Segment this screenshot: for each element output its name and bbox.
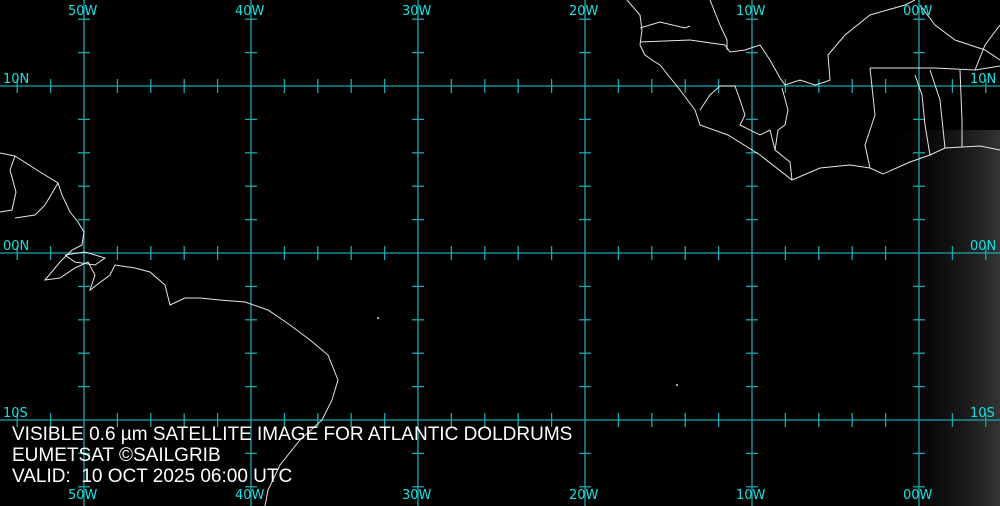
latitude-label-right: 00N [970,239,997,254]
africa-border [914,74,931,156]
africa-border [827,0,916,81]
latitude-label-left: 00N [3,239,30,254]
africa-border [709,0,728,50]
africa-border [864,67,876,169]
africa-border [774,87,793,181]
africa-border [959,69,963,147]
guiana-border [0,155,17,213]
africa-border [929,69,946,149]
south-america-coast [0,152,339,506]
longitude-label-bottom: 30W [402,488,432,503]
africa-border [919,4,1000,61]
amazon-island [64,251,107,266]
island [377,317,379,319]
latitude-label-right: 10S [970,406,995,421]
latitude-label-left: 10S [3,406,28,421]
longitude-label-bottom: 20W [569,488,599,503]
caption-title: VISIBLE 0.6 µm SATELLITE IMAGE FOR ATLAN… [12,424,573,445]
longitude-label-bottom: 40W [235,488,265,503]
longitude-label-top: 20W [569,4,599,19]
latitude-label-right: 10N [970,72,997,87]
longitude-label-top: 50W [68,4,98,19]
longitude-label-bottom: 50W [68,488,98,503]
latitude-label-left: 10N [3,72,30,87]
longitude-label-top: 00W [903,4,933,19]
africa-border [639,21,691,29]
longitude-label-bottom: 00W [903,488,933,503]
africa-border [870,65,1000,71]
cloud-cover [880,130,1000,506]
africa-border [974,24,1000,71]
longitude-label-bottom: 10W [736,488,766,503]
africa-border [639,39,831,86]
longitude-label-top: 10W [736,4,766,19]
longitude-label-top: 30W [402,4,432,19]
caption-source: EUMETSAT ©SAILGRIB [12,445,221,466]
island [676,384,678,386]
africa-coast [626,0,1000,181]
guiana-border-2 [14,182,59,219]
caption-valid-time: VALID: 10 OCT 2025 06:00 UTC [12,466,293,487]
longitude-label-top: 40W [235,4,265,19]
africa-border [699,85,776,151]
